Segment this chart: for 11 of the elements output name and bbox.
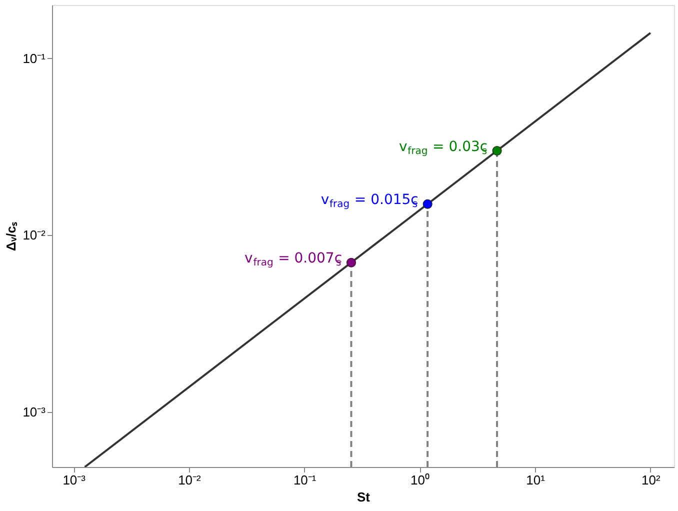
x-tick-label: 10⁻² bbox=[178, 472, 202, 488]
x-tick-label: 10² bbox=[642, 472, 662, 488]
y-tick-label: 10⁻² bbox=[22, 228, 46, 243]
y-tick-label: 10⁻¹ bbox=[22, 50, 46, 66]
x-axis-title: St bbox=[357, 490, 371, 504]
y-axis-title: Δᵥ/cₛ bbox=[4, 222, 19, 251]
x-tick-label: 10¹ bbox=[526, 472, 546, 488]
x-tick-label: 10⁰ bbox=[410, 472, 430, 488]
x-tick-label: 10⁻³ bbox=[62, 472, 86, 488]
y-tick-label: 10⁻³ bbox=[22, 404, 46, 420]
x-tick-label: 10⁻¹ bbox=[293, 472, 317, 488]
